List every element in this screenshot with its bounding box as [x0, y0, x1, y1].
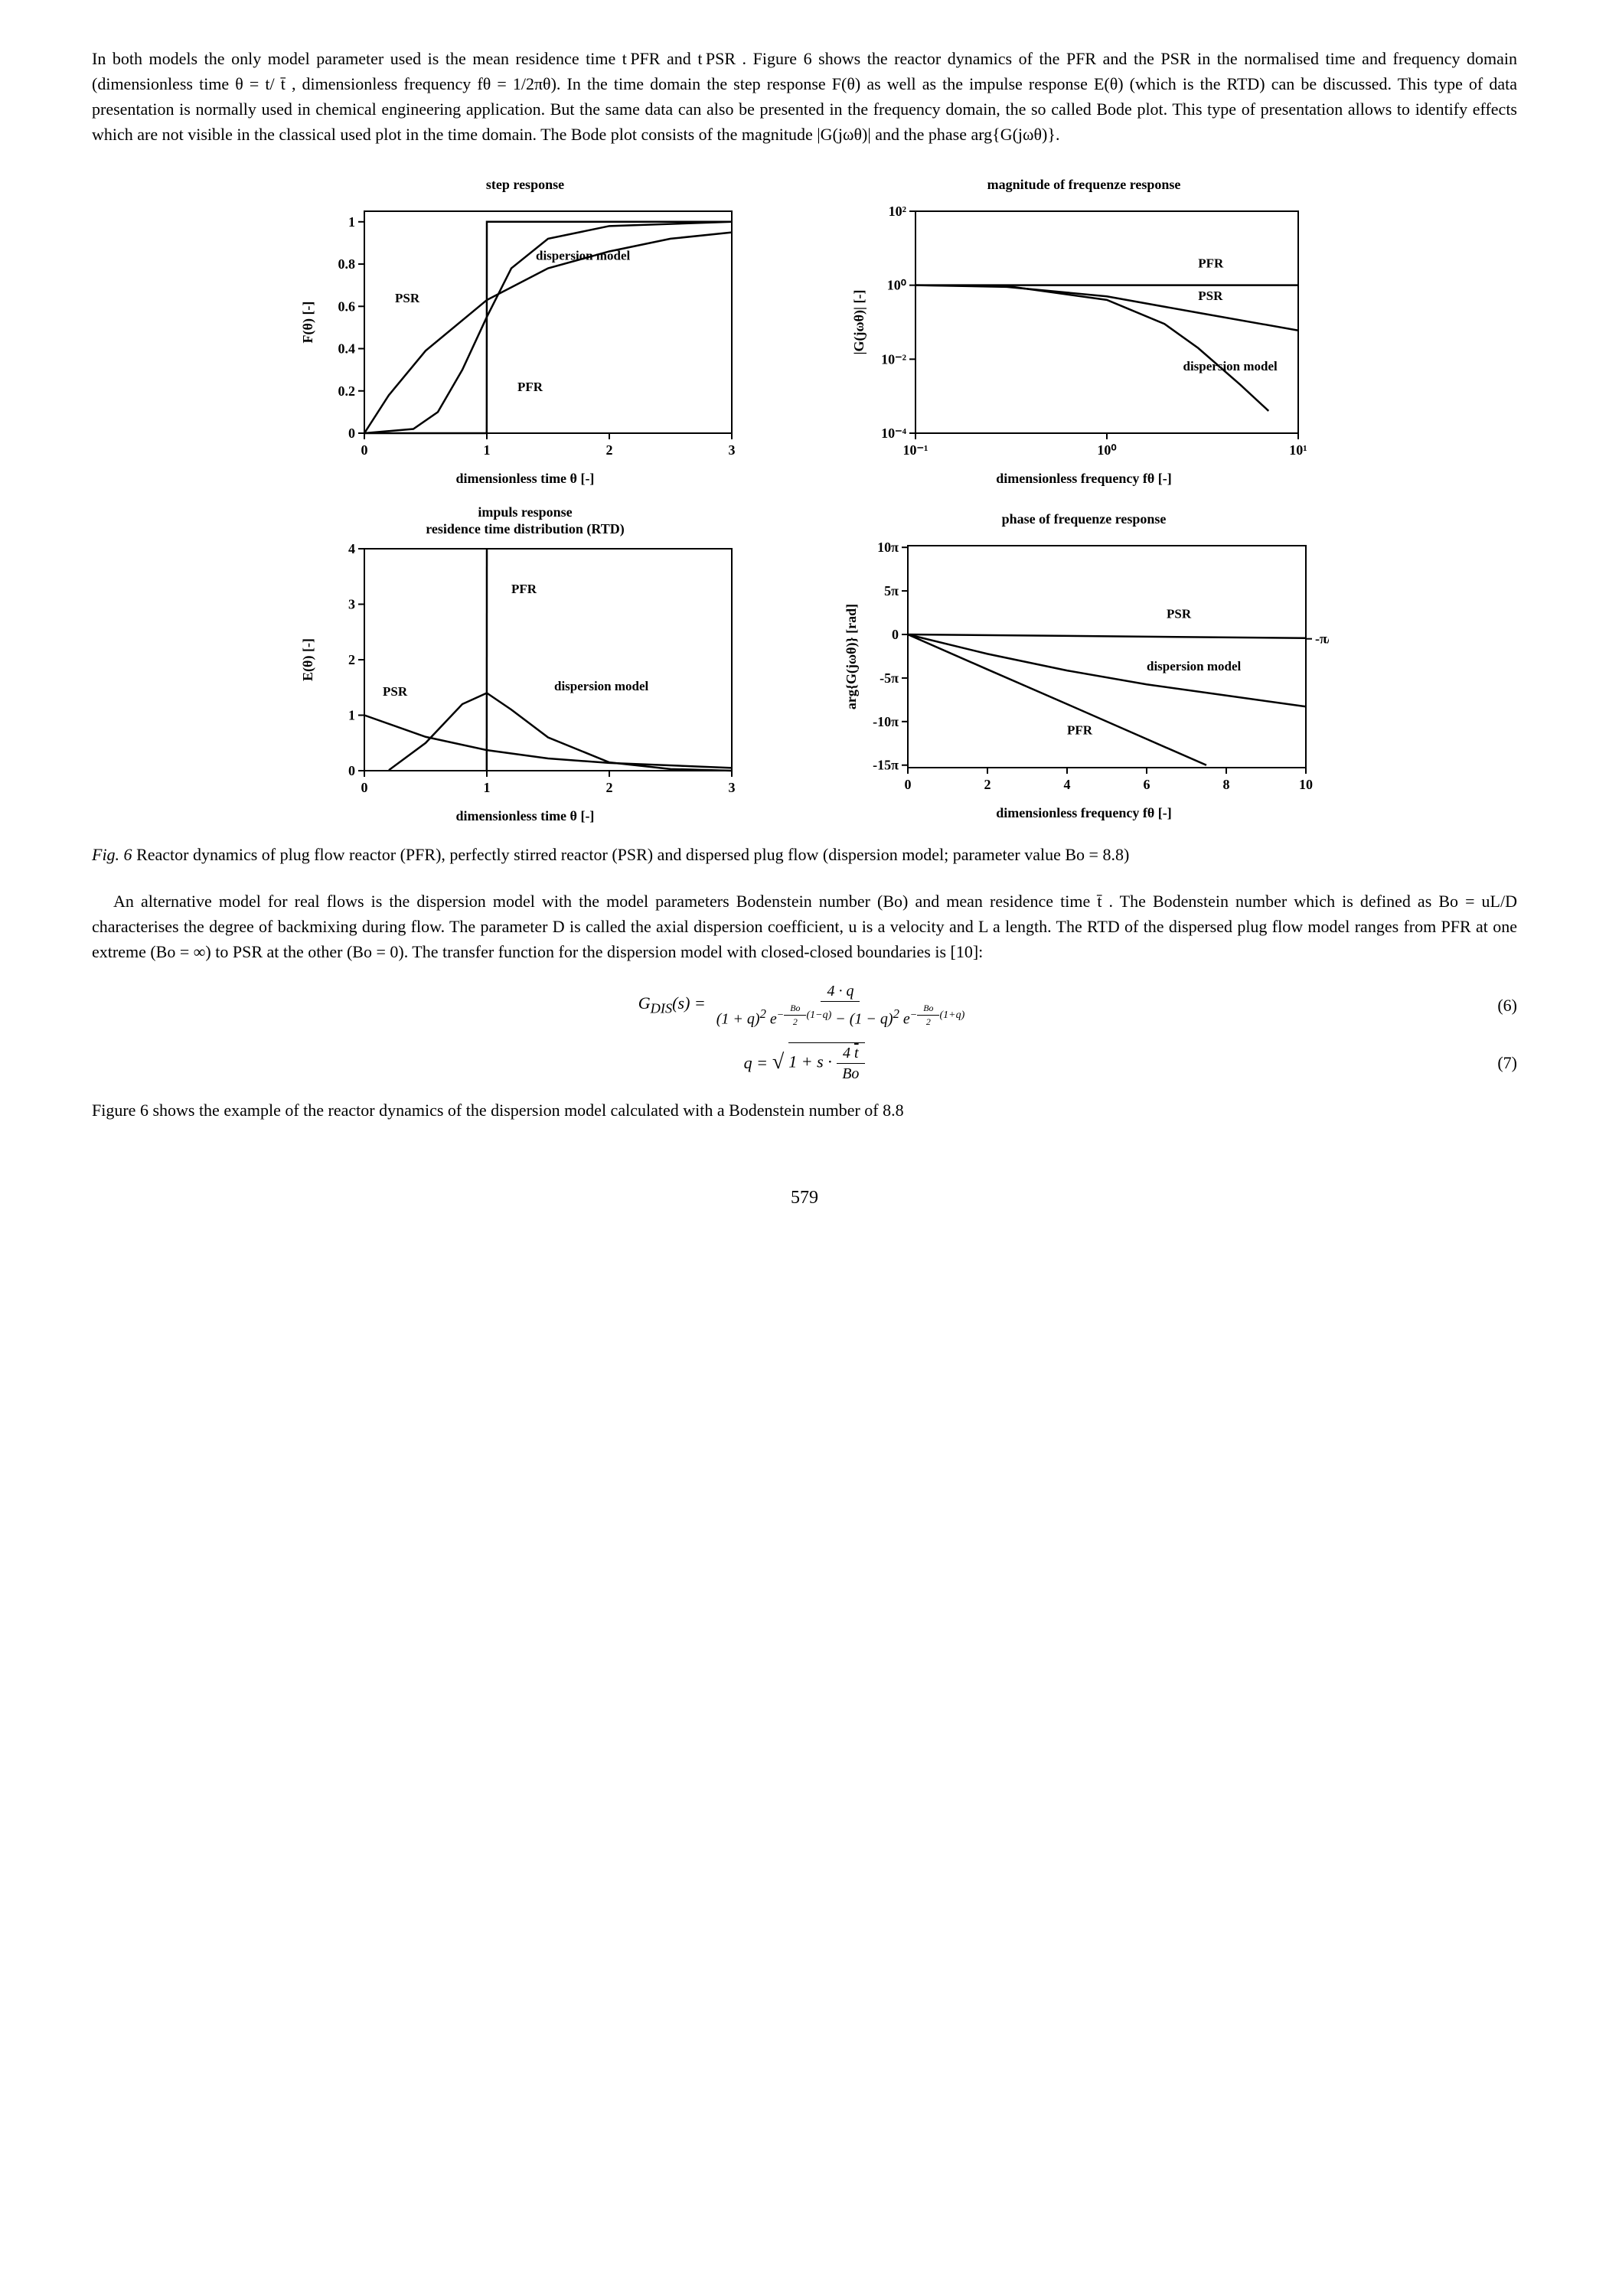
svg-text:1: 1 — [484, 442, 491, 458]
svg-text:-15π: -15π — [873, 758, 899, 773]
svg-text:10π: 10π — [877, 540, 899, 555]
svg-text:10²: 10² — [889, 204, 906, 219]
chart-title: magnitude of frequenze response — [987, 170, 1181, 201]
svg-text:3: 3 — [348, 597, 355, 612]
svg-text:0: 0 — [348, 426, 355, 441]
svg-text:|G(jωθ)| [-]: |G(jωθ)| [-] — [851, 290, 867, 355]
chart-svg: 0 1 2 3 0 1 2 3 4 E(θ) [-] PSR PFR dispersion model — [295, 541, 755, 801]
chart-svg: 0 1 2 3 0 0.2 0.4 0.6 0.8 1 F(θ) [-] PSR PFR dispersi… — [295, 204, 755, 464]
chart-phase: phase of frequenze response 0 2 4 6 8 10 -15π -… — [827, 504, 1340, 827]
svg-text:0.2: 0.2 — [338, 383, 356, 399]
svg-text:2: 2 — [606, 442, 613, 458]
figure-caption-text: Reactor dynamics of plug flow reactor (P… — [132, 845, 1130, 864]
chart-title: step response — [486, 170, 564, 201]
svg-text:dispersion model: dispersion model — [554, 679, 649, 693]
svg-text:10⁰: 10⁰ — [887, 278, 906, 293]
svg-text:0: 0 — [348, 763, 355, 778]
svg-text:2: 2 — [348, 652, 355, 667]
figure-caption: Fig. 6 Reactor dynamics of plug flow rea… — [92, 842, 1517, 867]
svg-text:PFR: PFR — [1198, 256, 1224, 271]
svg-text:10¹: 10¹ — [1289, 442, 1307, 458]
svg-text:dispersion model: dispersion model — [1147, 659, 1242, 673]
svg-text:-10π: -10π — [873, 714, 899, 729]
paragraph-1: In both models the only model parameter … — [92, 46, 1517, 147]
x-axis-label: dimensionless time θ [-] — [456, 806, 595, 827]
x-axis-label: dimensionless frequency fθ [-] — [996, 803, 1172, 823]
svg-text:3: 3 — [729, 780, 736, 795]
paragraph-3: Figure 6 shows the example of the reacto… — [92, 1097, 1517, 1123]
paragraph-2: An alternative model for real flows is t… — [92, 889, 1517, 964]
chart-title: phase of frequenze response — [1002, 504, 1167, 535]
svg-text:10: 10 — [1299, 777, 1313, 792]
x-axis-label: dimensionless frequency fθ [-] — [996, 468, 1172, 489]
svg-text:0: 0 — [361, 780, 368, 795]
svg-text:3: 3 — [729, 442, 736, 458]
chart-svg: 0 2 4 6 8 10 -15π -10π -5π 0 5π 10π -π/2 arg{G(jωθ)} … — [839, 538, 1329, 798]
svg-text:10⁻⁴: 10⁻⁴ — [881, 426, 907, 441]
svg-text:F(θ) [-]: F(θ) [-] — [300, 302, 316, 344]
svg-text:0: 0 — [892, 627, 899, 642]
equation-number: (6) — [1497, 993, 1517, 1018]
svg-text:dispersion model: dispersion model — [536, 249, 631, 263]
svg-text:dispersion model: dispersion model — [1183, 359, 1278, 373]
chart-rtd: impuls response residence time distribut… — [269, 504, 782, 827]
equation-7: q = √1 + s · 4 tBo (7) — [92, 1042, 1517, 1082]
svg-text:5π: 5π — [884, 583, 899, 598]
svg-text:PSR: PSR — [1167, 606, 1192, 621]
svg-text:6: 6 — [1144, 777, 1150, 792]
svg-text:-π/2: -π/2 — [1315, 631, 1329, 647]
svg-text:4: 4 — [348, 541, 355, 556]
chart-step-response: step response 0 1 2 3 0 0.2 0.4 0.6 0.8 1 F(θ) [-]… — [269, 170, 782, 489]
svg-text:0: 0 — [361, 442, 368, 458]
svg-text:E(θ) [-]: E(θ) [-] — [300, 638, 316, 681]
svg-text:10⁻²: 10⁻² — [881, 351, 906, 367]
svg-text:PSR: PSR — [395, 291, 420, 305]
equation-number: (7) — [1497, 1050, 1517, 1075]
svg-text:PFR: PFR — [517, 380, 543, 394]
chart-svg: 10⁻¹ 10⁰ 10¹ 10⁻⁴ 10⁻² 10⁰ 10² |G(jωθ)| [-] PFR P… — [847, 204, 1321, 464]
svg-text:8: 8 — [1223, 777, 1230, 792]
svg-text:0.6: 0.6 — [338, 298, 356, 314]
svg-text:10⁻¹: 10⁻¹ — [903, 442, 929, 458]
svg-text:arg{G(jωθ)} [rad]: arg{G(jωθ)} [rad] — [844, 604, 860, 709]
page-number: 579 — [92, 1184, 1517, 1212]
figure-label: Fig. 6 — [92, 845, 132, 864]
svg-text:2: 2 — [984, 777, 991, 792]
svg-text:PFR: PFR — [511, 582, 537, 596]
svg-text:0: 0 — [905, 777, 912, 792]
chart-magnitude: magnitude of frequenze response 10⁻¹10⁰1… — [827, 170, 1340, 489]
svg-text:0.4: 0.4 — [338, 341, 356, 357]
figure-6-grid: step response 0 1 2 3 0 0.2 0.4 0.6 0.8 1 F(θ) [-]… — [269, 170, 1340, 827]
svg-text:PSR: PSR — [1198, 289, 1223, 303]
svg-text:PSR: PSR — [383, 684, 408, 699]
x-axis-label: dimensionless time θ [-] — [456, 468, 595, 489]
chart-title: impuls response residence time distribut… — [426, 504, 625, 538]
svg-text:10⁰: 10⁰ — [1097, 442, 1116, 458]
svg-text:PFR: PFR — [1067, 723, 1093, 738]
svg-text:1: 1 — [348, 708, 355, 723]
svg-text:1: 1 — [484, 780, 491, 795]
svg-text:2: 2 — [606, 780, 613, 795]
svg-text:0.8: 0.8 — [338, 256, 356, 272]
svg-text:1: 1 — [348, 214, 355, 230]
svg-text:-5π: -5π — [880, 670, 899, 686]
svg-text:4: 4 — [1064, 777, 1071, 792]
equation-6: GDIS(s) = 4 · q (1 + q)2 e−Bo2(1−q) − (1… — [92, 983, 1517, 1027]
